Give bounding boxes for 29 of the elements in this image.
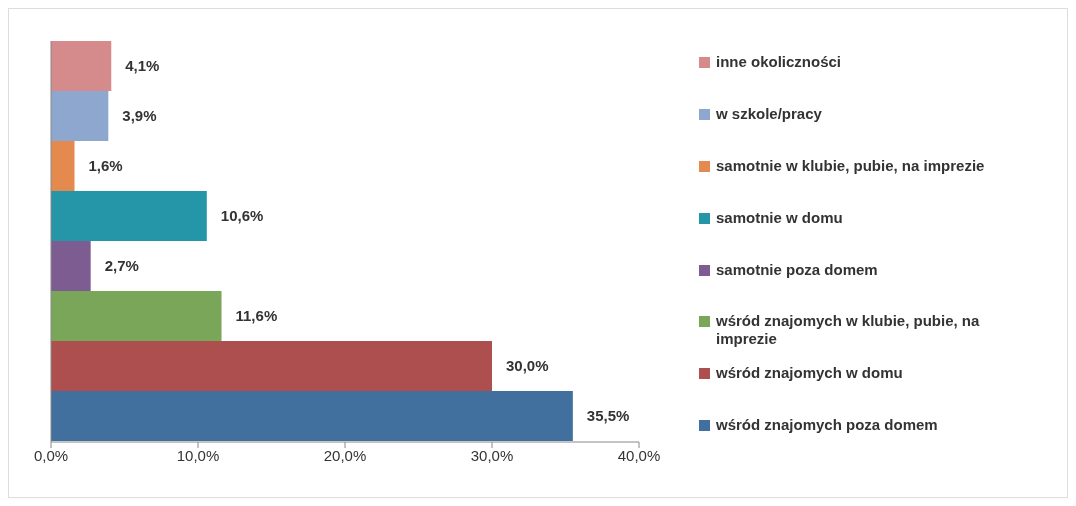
x-tick-label: 30,0%	[470, 446, 514, 464]
data-label: 1,6%	[88, 157, 123, 175]
x-tick-label: 20,0%	[323, 446, 367, 464]
bar	[51, 41, 112, 91]
data-label: 11,6%	[235, 307, 278, 325]
bar	[51, 241, 91, 291]
bar	[51, 291, 222, 341]
data-label: 2,7%	[104, 257, 139, 275]
data-label: 10,6%	[220, 207, 264, 225]
bar	[51, 191, 207, 241]
bar	[51, 91, 109, 141]
legend-label: inne okoliczności	[716, 53, 843, 71]
legend-label: samotnie w domu	[716, 208, 844, 227]
data-label: 4,1%	[125, 57, 160, 75]
legend-label: wśród znajomych poza domem	[716, 416, 939, 435]
bar	[51, 341, 492, 391]
legend-label: samotnie poza domem	[716, 260, 879, 279]
legend-label: w szkole/pracy	[716, 104, 823, 123]
bar	[51, 391, 573, 441]
x-tick-label: 0,0%	[33, 446, 69, 464]
legend-label: samotnie w klubie, pubie, na imprezie	[716, 156, 986, 175]
data-label: 35,5%	[586, 407, 630, 425]
legend-label: wśród znajomych w domu	[716, 364, 904, 383]
legend-label: wśród znajomych w klubie, pubie, na imprezie	[716, 312, 981, 349]
data-label: 3,9%	[122, 107, 157, 125]
data-label: 30,0%	[506, 357, 549, 375]
bar	[51, 141, 75, 191]
x-tick-label: 40,0%	[617, 446, 661, 464]
x-tick-label: 10,0%	[176, 446, 220, 464]
